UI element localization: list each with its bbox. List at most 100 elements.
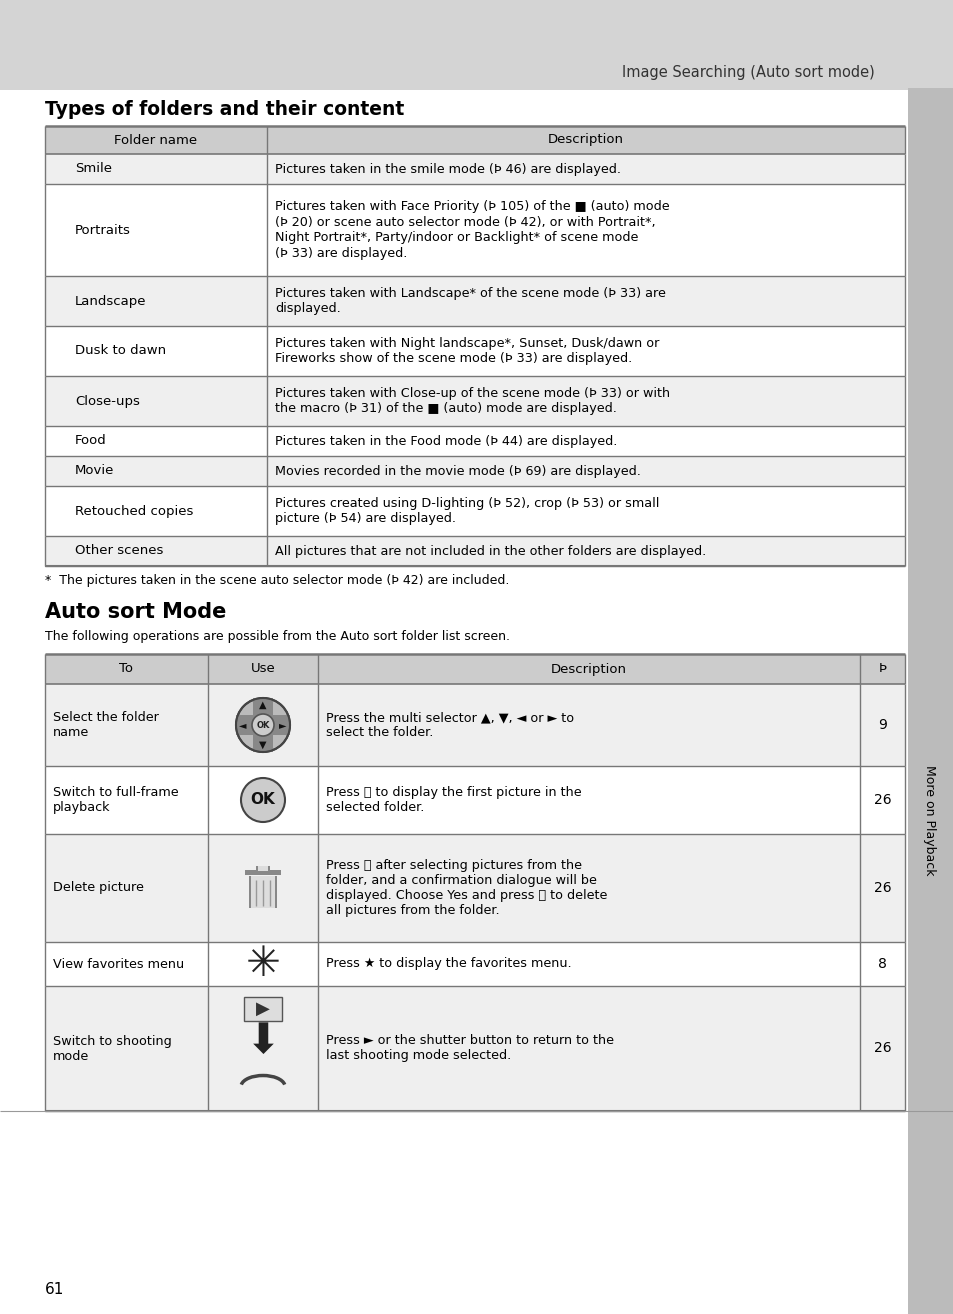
Text: Pictures taken in the Food mode (Þ 44) are displayed.: Pictures taken in the Food mode (Þ 44) a… <box>274 435 617 448</box>
Bar <box>45 685 904 766</box>
Text: Folder name: Folder name <box>114 134 197 146</box>
Text: Movies recorded in the movie mode (Þ 69) are displayed.: Movies recorded in the movie mode (Þ 69)… <box>274 465 640 477</box>
Bar <box>45 456 904 486</box>
Text: select the folder.: select the folder. <box>326 727 433 738</box>
Text: Auto sort Mode: Auto sort Mode <box>45 602 226 622</box>
Bar <box>45 184 904 276</box>
Text: 8: 8 <box>877 957 886 971</box>
Text: Landscape: Landscape <box>75 294 147 307</box>
Bar <box>255 866 270 871</box>
Text: Switch to shooting: Switch to shooting <box>53 1034 172 1047</box>
Text: (Þ 20) or scene auto selector mode (Þ 42), or with Portrait*,: (Þ 20) or scene auto selector mode (Þ 42… <box>274 215 655 229</box>
Text: *  The pictures taken in the scene auto selector mode (Þ 42) are included.: * The pictures taken in the scene auto s… <box>45 574 509 587</box>
Text: To: To <box>119 662 133 675</box>
Text: folder, and a confirmation dialogue will be: folder, and a confirmation dialogue will… <box>326 874 597 887</box>
Bar <box>45 326 904 376</box>
Text: Types of folders and their content: Types of folders and their content <box>45 100 404 120</box>
Bar <box>45 986 904 1112</box>
Text: Pictures taken with Landscape* of the scene mode (Þ 33) are: Pictures taken with Landscape* of the sc… <box>274 286 665 300</box>
Bar <box>244 996 282 1021</box>
Text: playback: playback <box>53 802 111 813</box>
Text: ►: ► <box>279 720 287 731</box>
Text: picture (Þ 54) are displayed.: picture (Þ 54) are displayed. <box>274 512 456 526</box>
Text: Pictures taken in the smile mode (Þ 46) are displayed.: Pictures taken in the smile mode (Þ 46) … <box>274 163 620 176</box>
Text: Press Ⓚ after selecting pictures from the: Press Ⓚ after selecting pictures from th… <box>326 859 581 872</box>
Text: OK: OK <box>251 792 275 808</box>
Text: ▼: ▼ <box>259 740 267 750</box>
Text: Close-ups: Close-ups <box>75 394 140 407</box>
Bar <box>45 536 904 566</box>
Text: Retouched copies: Retouched copies <box>75 505 193 518</box>
Text: Description: Description <box>551 662 626 675</box>
Text: mode: mode <box>53 1050 90 1063</box>
Text: Delete picture: Delete picture <box>53 882 144 895</box>
Bar <box>45 154 904 184</box>
Text: All pictures that are not included in the other folders are displayed.: All pictures that are not included in th… <box>274 544 705 557</box>
Text: ▲: ▲ <box>259 700 267 710</box>
Text: 9: 9 <box>877 717 886 732</box>
Bar <box>253 698 273 752</box>
Text: ⬇: ⬇ <box>245 1020 280 1062</box>
Text: name: name <box>53 727 90 738</box>
Text: Þ: Þ <box>878 662 885 675</box>
Text: Press the multi selector ▲, ▼, ◄ or ► to: Press the multi selector ▲, ▼, ◄ or ► to <box>326 711 574 724</box>
Text: Pictures taken with Face Priority (Þ 105) of the ■ (auto) mode: Pictures taken with Face Priority (Þ 105… <box>274 200 669 213</box>
Text: View favorites menu: View favorites menu <box>53 958 184 971</box>
Text: More on Playback: More on Playback <box>923 765 936 875</box>
Text: 26: 26 <box>873 794 890 807</box>
Bar <box>0 0 953 89</box>
Text: Movie: Movie <box>75 465 114 477</box>
Bar <box>45 426 904 456</box>
Bar <box>257 866 268 871</box>
Text: the macro (Þ 31) of the ■ (auto) mode are displayed.: the macro (Þ 31) of the ■ (auto) mode ar… <box>274 402 617 415</box>
Bar <box>45 376 904 426</box>
Text: Pictures taken with Night landscape*, Sunset, Dusk/dawn or: Pictures taken with Night landscape*, Su… <box>274 336 659 350</box>
Text: Press Ⓚ to display the first picture in the: Press Ⓚ to display the first picture in … <box>326 786 581 799</box>
Text: Pictures created using D-lighting (Þ 52), crop (Þ 53) or small: Pictures created using D-lighting (Þ 52)… <box>274 497 659 510</box>
Text: ◄: ◄ <box>239 720 247 731</box>
Text: Smile: Smile <box>75 163 112 176</box>
Circle shape <box>241 778 285 823</box>
Circle shape <box>252 714 274 736</box>
Text: ✳: ✳ <box>245 943 280 986</box>
Text: Night Portrait*, Party/indoor or Backlight* of scene mode: Night Portrait*, Party/indoor or Backlig… <box>274 231 638 244</box>
Text: Press ★ to display the favorites menu.: Press ★ to display the favorites menu. <box>326 958 571 971</box>
Text: Pictures taken with Close-up of the scene mode (Þ 33) or with: Pictures taken with Close-up of the scen… <box>274 386 669 399</box>
Bar <box>235 715 290 735</box>
Text: Press ► or the shutter button to return to the: Press ► or the shutter button to return … <box>326 1034 614 1047</box>
Bar <box>251 876 274 908</box>
Text: Switch to full-frame: Switch to full-frame <box>53 786 178 799</box>
Circle shape <box>235 698 290 752</box>
Text: ▶: ▶ <box>255 1000 270 1017</box>
Text: Image Searching (Auto sort mode): Image Searching (Auto sort mode) <box>621 64 874 80</box>
Bar <box>45 126 904 154</box>
Text: (Þ 33) are displayed.: (Þ 33) are displayed. <box>274 247 407 260</box>
Bar <box>45 276 904 326</box>
Text: 26: 26 <box>873 1042 890 1055</box>
Text: displayed. Choose Yes and press Ⓚ to delete: displayed. Choose Yes and press Ⓚ to del… <box>326 890 607 901</box>
Text: 26: 26 <box>873 880 890 895</box>
Text: Food: Food <box>75 435 107 448</box>
Text: displayed.: displayed. <box>274 302 340 315</box>
Text: all pictures from the folder.: all pictures from the folder. <box>326 904 499 917</box>
Bar <box>45 654 904 685</box>
Bar <box>45 834 904 942</box>
Text: Other scenes: Other scenes <box>75 544 163 557</box>
Text: Fireworks show of the scene mode (Þ 33) are displayed.: Fireworks show of the scene mode (Þ 33) … <box>274 352 632 365</box>
Text: The following operations are possible from the Auto sort folder list screen.: The following operations are possible fr… <box>45 629 510 643</box>
Bar <box>45 942 904 986</box>
Text: Description: Description <box>547 134 623 146</box>
Text: OK: OK <box>256 720 270 729</box>
Bar <box>45 766 904 834</box>
Text: Portraits: Portraits <box>75 223 131 237</box>
Text: Select the folder: Select the folder <box>53 711 159 724</box>
Bar <box>249 876 276 908</box>
Bar <box>245 870 281 875</box>
Text: last shooting mode selected.: last shooting mode selected. <box>326 1050 511 1063</box>
Bar <box>907 88 953 1314</box>
Text: 61: 61 <box>45 1282 64 1297</box>
Text: Use: Use <box>251 662 275 675</box>
Text: selected folder.: selected folder. <box>326 802 424 813</box>
Text: Dusk to dawn: Dusk to dawn <box>75 344 166 357</box>
Bar <box>45 486 904 536</box>
